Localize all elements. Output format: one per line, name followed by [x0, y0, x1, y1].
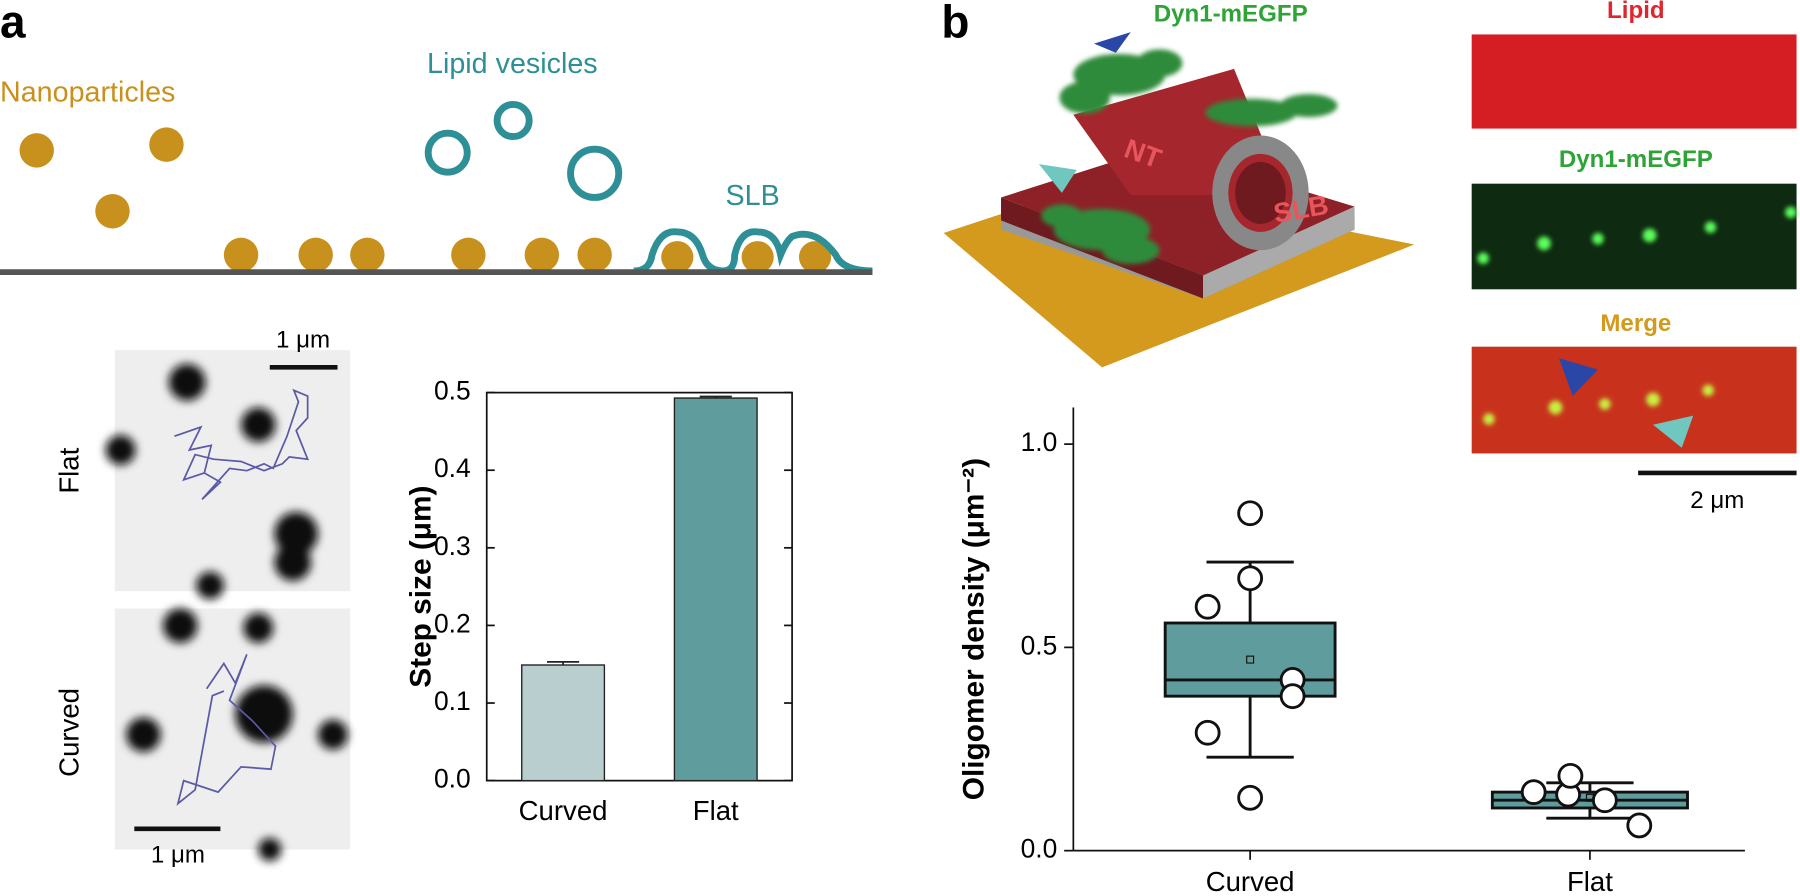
- micrograph-flat: [105, 350, 351, 600]
- label-curved: Curved: [53, 688, 84, 777]
- y-axis-label: Oligomer density (μm⁻²): [958, 458, 991, 800]
- whisker: [1206, 696, 1294, 759]
- x-tick-label: Curved: [1206, 866, 1295, 896]
- y-tick-label: 0.5: [1021, 630, 1058, 660]
- image-dyn: [1471, 183, 1797, 290]
- label-vesicles: Lipid vesicles: [427, 48, 598, 80]
- vesicles: [424, 101, 873, 275]
- label-slb: SLB: [726, 180, 780, 212]
- plot-frame: [485, 391, 793, 782]
- data-point: [1591, 787, 1618, 814]
- y-tick-label: 0.3: [434, 531, 471, 561]
- data-point: [1194, 719, 1221, 746]
- error-bar: [547, 661, 580, 665]
- micrograph-curved: [114, 608, 351, 861]
- label-dyn: Dyn1-mEGFP: [1559, 146, 1713, 173]
- bar: [521, 664, 606, 782]
- data-point: [1279, 683, 1306, 710]
- y-tick-label: 0.4: [434, 453, 471, 483]
- y-axis-label: Step size (μm): [404, 486, 437, 688]
- panel-label: b: [941, 0, 969, 47]
- mean: [1246, 655, 1255, 664]
- data-point: [1237, 565, 1264, 592]
- label-flat: Flat: [53, 447, 84, 493]
- x-tick-label: Flat: [1567, 866, 1613, 896]
- label-merge: Merge: [1600, 310, 1671, 337]
- y-tick-label: 0.0: [434, 764, 471, 794]
- label-lipid: Lipid: [1607, 0, 1665, 24]
- data-point: [1237, 784, 1264, 811]
- label-protein: Dyn1-mEGFP: [1154, 0, 1308, 27]
- y-tick-label: 1.0: [1021, 427, 1058, 457]
- nanoparticles: [19, 127, 832, 274]
- whisker: [1546, 807, 1634, 820]
- scale-label: 1 μm: [276, 326, 330, 353]
- bar: [673, 397, 758, 782]
- charts: 0.0 0.1 0.2 0.3 0.4 0.5 Step size (μm) Curved Fl…: [404, 376, 1745, 896]
- scale-label: 1 μm: [151, 842, 205, 869]
- y-tick-label: 0.1: [434, 686, 471, 716]
- panel-label: a: [0, 0, 26, 47]
- scale-label: 2 μm: [1690, 487, 1744, 514]
- box: [1163, 621, 1337, 698]
- image-lipid: [1471, 34, 1797, 129]
- data-point: [1194, 593, 1221, 620]
- data-point: [1557, 762, 1584, 789]
- image-merge: [1471, 346, 1797, 454]
- x-tick-label: Curved: [519, 795, 608, 826]
- y-tick-label: 0.2: [434, 608, 471, 638]
- y-tick-label: 0.0: [1021, 834, 1058, 864]
- error-bar: [699, 395, 732, 399]
- label-nanoparticles: Nanoparticles: [0, 77, 175, 109]
- data-point: [1237, 500, 1264, 527]
- y-tick-label: 0.5: [434, 376, 471, 406]
- data-point: [1626, 812, 1653, 839]
- x-tick-label: Flat: [693, 795, 739, 826]
- data-point: [1520, 779, 1547, 806]
- nanotube-diagram: [943, 32, 1415, 368]
